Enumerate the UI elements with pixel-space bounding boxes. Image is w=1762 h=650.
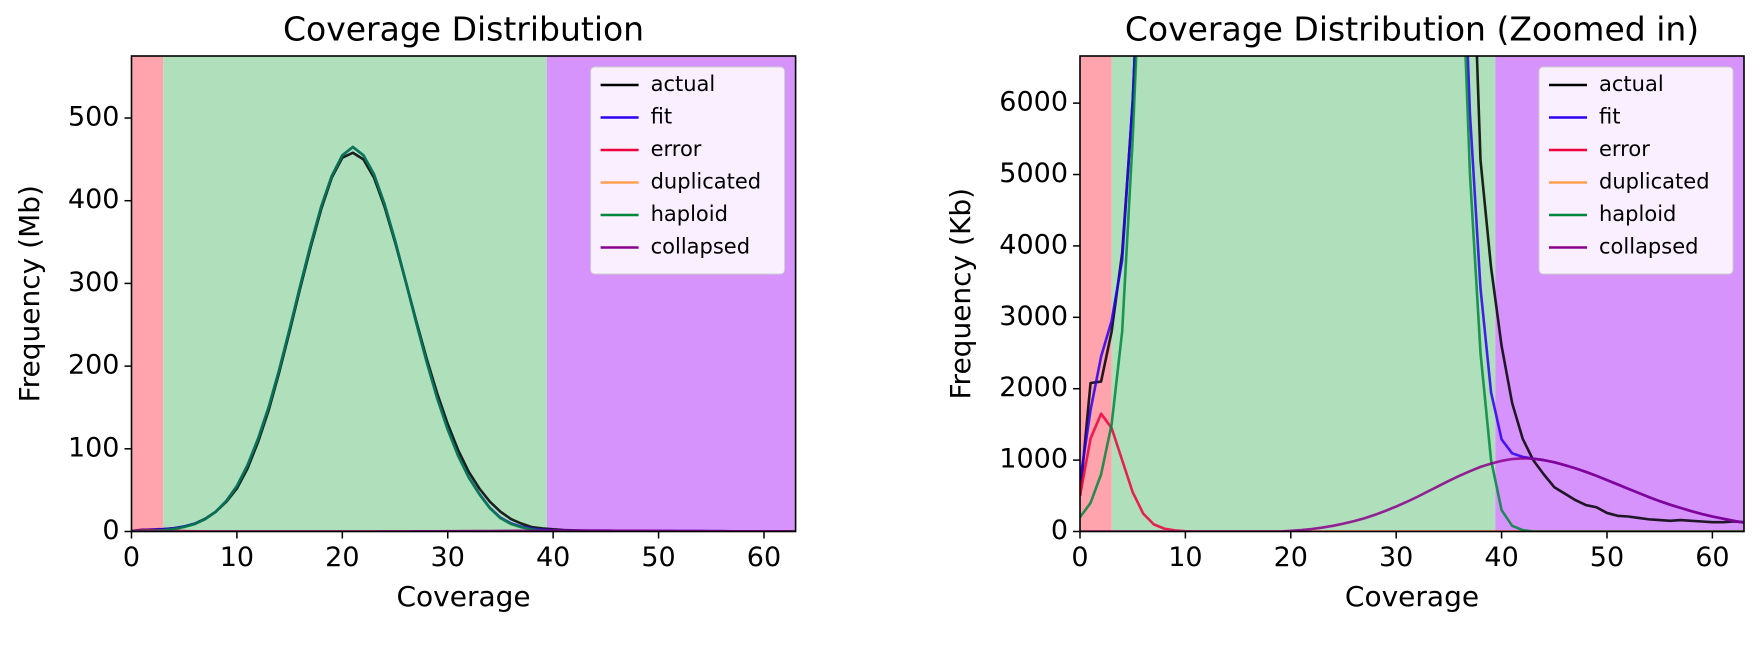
legend-label: haploid [651,202,728,226]
x-tick-label: 40 [1484,542,1518,573]
region [131,56,164,532]
subplot: 0 10 20 30 40 50 60 0 1000 2000 3000 4000 5000 6000 Co… [944,10,1745,613]
region [1111,56,1496,532]
y-tick-label: 0 [1051,515,1068,546]
x-tick-label: 30 [1379,542,1413,573]
legend: actual fit error duplicated haploid collapsed [590,66,786,275]
y-axis-label: Frequency (Mb) [13,185,46,402]
y-tick-label: 300 [68,267,120,298]
legend-label: fit [1599,105,1620,129]
legend: actual fit error duplicated haploid collapsed [1538,66,1734,275]
x-tick-label: 0 [1071,542,1088,573]
axes-frame [1079,55,1745,533]
x-tick-label: 60 [747,542,781,573]
x-tick-label: 40 [536,542,570,573]
subplot: 0 10 20 30 40 50 60 0 100 200 300 400 500 Coverage Di… [13,10,797,613]
y-tick-label: 5000 [999,158,1068,189]
region [1080,56,1112,532]
x-axis-label: Coverage [396,580,530,613]
y-tick-label: 500 [68,102,120,133]
legend-label: error [651,137,702,161]
y-tick-label: 1000 [999,444,1068,475]
series-line [1080,457,1744,532]
x-tick-label: 20 [325,542,359,573]
x-tick-label: 50 [641,542,675,573]
legend-label: haploid [1599,202,1676,226]
x-tick-label: 10 [1168,542,1202,573]
series-line [1080,56,1744,524]
axes-frame [130,55,797,533]
x-tick-label: 50 [1590,542,1624,573]
y-tick-label: 400 [68,184,120,215]
y-tick-label: 2000 [999,372,1068,403]
y-tick-label: 0 [102,515,119,546]
legend-label: collapsed [1599,235,1698,259]
y-tick-label: 3000 [999,301,1068,332]
x-tick-label: 20 [1274,542,1308,573]
legend-label: collapsed [651,235,750,259]
y-tick-label: 200 [68,350,120,381]
y-tick-label: 100 [68,432,120,463]
legend-label: duplicated [651,170,762,194]
region [163,56,547,532]
y-tick-label: 6000 [999,87,1068,118]
legend-frame [1538,66,1734,275]
legend-label: actual [1599,72,1664,96]
chart-title: Coverage Distribution (Zoomed in) [1125,10,1699,49]
legend-frame [590,66,786,275]
legend-label: fit [651,105,672,129]
legend-label: duplicated [1599,170,1710,194]
x-tick-label: 0 [123,542,140,573]
x-tick-label: 10 [220,542,254,573]
series-line [131,145,796,532]
y-tick-label: 4000 [999,229,1068,260]
x-axis-label: Coverage [1345,580,1479,613]
x-tick-label: 60 [1695,542,1729,573]
legend-label: error [1599,137,1650,161]
chart-title: Coverage Distribution [283,10,644,49]
x-tick-label: 30 [431,542,465,573]
legend-label: actual [651,72,716,96]
y-axis-label: Frequency (Kb) [944,188,977,400]
